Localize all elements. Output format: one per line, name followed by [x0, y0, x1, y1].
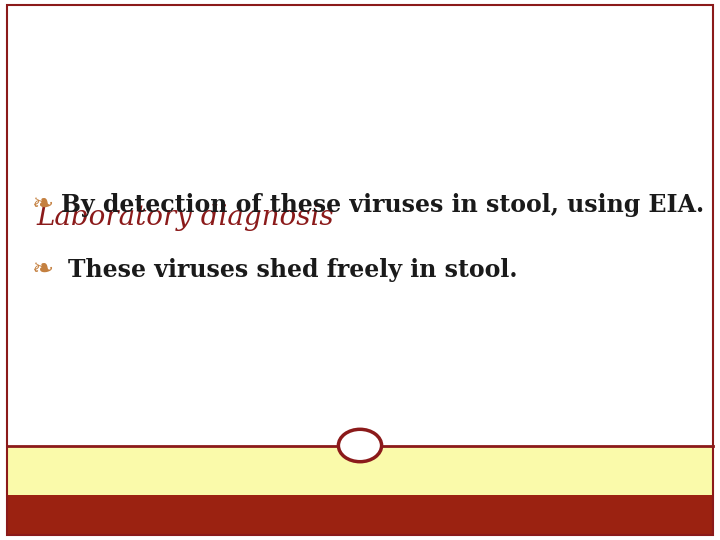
Text: ❧: ❧: [32, 257, 55, 283]
Text: Laboratory diagnosis: Laboratory diagnosis: [36, 204, 333, 231]
Circle shape: [338, 429, 382, 462]
Text: ❧: ❧: [32, 192, 55, 218]
Text: By detection of these viruses in stool, using EIA.: By detection of these viruses in stool, …: [61, 193, 704, 217]
FancyBboxPatch shape: [7, 495, 713, 535]
FancyBboxPatch shape: [7, 446, 713, 497]
FancyBboxPatch shape: [7, 5, 713, 445]
Text: These viruses shed freely in stool.: These viruses shed freely in stool.: [68, 258, 518, 282]
